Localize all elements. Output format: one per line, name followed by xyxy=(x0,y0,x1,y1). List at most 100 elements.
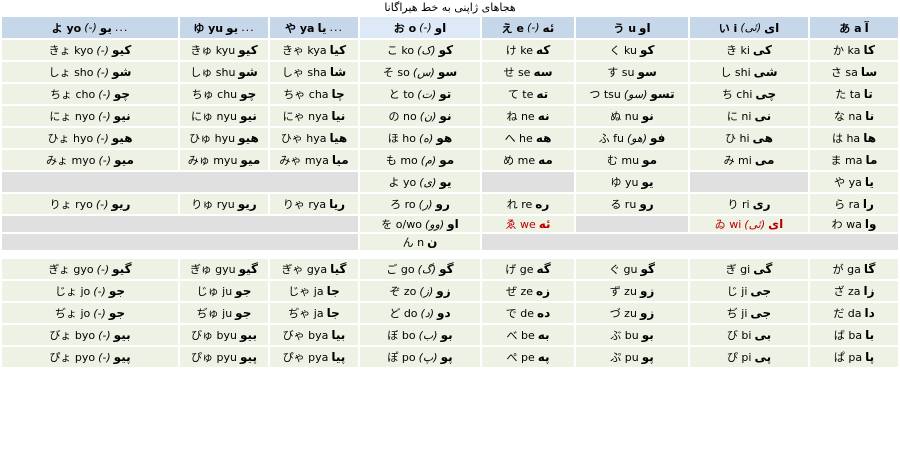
variant-note: (-) xyxy=(95,197,109,211)
cell-hya: ひゃ hya هیا xyxy=(270,128,358,148)
kana-romaji: ぴ pi xyxy=(726,351,752,364)
persian-transliteration: چو xyxy=(240,87,257,101)
table-row: りょ ryo (-) ریو りゅ ryu ریو りゃ rya ریا ろ ro (ر) رو れ… xyxy=(2,194,898,214)
persian-transliteration: یو xyxy=(226,20,239,35)
kana-romaji: ろ ro xyxy=(390,198,416,211)
kana-romaji: にょ nyo xyxy=(49,110,96,123)
persian-transliteration: کیو xyxy=(238,43,258,57)
persian-transliteration: بو xyxy=(641,328,654,342)
persian-transliteration: بی xyxy=(754,328,772,342)
persian-transliteration: هه xyxy=(535,131,552,145)
table-row: ひょ hyo (-) هیو ひゅ hyu هیو ひゃ hya هیا ほ ho (ه) هو へ… xyxy=(2,128,898,148)
variant-note: (-) xyxy=(98,350,111,364)
cell-sa: さ sa سا xyxy=(810,62,898,82)
cell-ni: に ni نی xyxy=(690,106,808,126)
kana-romaji: ぴゅ pyu xyxy=(191,351,238,364)
cell-de: で de ده xyxy=(482,303,574,323)
kana-romaji: う u xyxy=(613,21,637,35)
persian-transliteration: دا xyxy=(864,306,875,320)
cell-ro: ろ ro (ر) رو xyxy=(360,194,480,214)
variant-note: (-) xyxy=(96,131,109,145)
kana-romaji: し shi xyxy=(720,66,751,79)
persian-transliteration: پیو xyxy=(113,350,131,364)
table-row: きょ kyo (-) کیو きゅ kyu کیو きゃ kya کیا こ ko (ک) کو け… xyxy=(2,40,898,60)
kana-romaji: さ sa xyxy=(830,66,858,79)
cell-do: ど do (د) دو xyxy=(360,303,480,323)
kana-romaji: く ku xyxy=(609,44,637,57)
kana-romaji: りゃ rya xyxy=(282,198,327,211)
kana-romaji: ひゃ hya xyxy=(280,132,327,145)
column-header-u: う u او xyxy=(576,17,688,38)
kana-romaji: つ tsu xyxy=(589,88,621,101)
cell-ba: ば ba با xyxy=(810,325,898,345)
persian-transliteration: را xyxy=(862,197,874,211)
persian-transliteration: زو xyxy=(436,284,451,298)
persian-transliteration: کی xyxy=(752,43,773,57)
persian-transliteration: مه xyxy=(538,153,553,167)
column-header-o: お o (-) او xyxy=(360,17,480,38)
kana-romaji: ぜ ze xyxy=(505,285,534,298)
kana-romaji: や ya xyxy=(834,176,862,189)
variant-note: (ک) xyxy=(417,43,436,57)
table-row: ぢょ jo (-) جو ぢゅ ju جو ぢゃ ja جا ど do (د) دو で de ده づ… xyxy=(2,303,898,323)
persian-transliteration: او xyxy=(447,217,459,231)
variant-note: (س) xyxy=(412,65,435,79)
kana-romaji: びょ byo xyxy=(49,329,96,342)
persian-transliteration: کا xyxy=(863,43,875,57)
cell-he: へ he هه xyxy=(482,128,574,148)
persian-transliteration: بو xyxy=(440,328,453,342)
cell-nu: ぬ nu نو xyxy=(576,106,688,126)
persian-transliteration: سو xyxy=(437,65,458,79)
persian-transliteration: به xyxy=(537,328,550,342)
kana-romaji: びゃ bya xyxy=(282,329,329,342)
persian-transliteration: می xyxy=(754,153,775,167)
syllable-table: ぎょ gyo (-) گیو ぎゅ gyu گیو ぎゃ gya گیا ご go (گ) گو げ… xyxy=(0,257,900,369)
persian-transliteration: یا xyxy=(864,175,874,189)
kana-romaji: え e xyxy=(501,21,524,35)
cell-gyu: ぎゅ gyu گیو xyxy=(180,259,268,279)
persian-transliteration: شی xyxy=(753,65,778,79)
persian-transliteration: مو xyxy=(642,153,658,167)
cell-ho: ほ ho (ه) هو xyxy=(360,128,480,148)
cell-bi: び bi بی xyxy=(690,325,808,345)
cell-cha: ちゃ cha چا xyxy=(270,84,358,104)
persian-transliteration: گو xyxy=(640,262,655,276)
persian-transliteration: جو xyxy=(108,284,126,298)
persian-transliteration: با xyxy=(865,328,875,342)
cell-da: だ da دا xyxy=(810,303,898,323)
persian-transliteration: ای xyxy=(768,217,784,231)
cell-ryu: りゅ ryu ریو xyxy=(180,194,268,214)
table-row: びょ byo (-) بیو びゅ byu بیو びゃ bya بیا ぼ bo (ب) بو べ… xyxy=(2,325,898,345)
cell-yo: よ yo (ی) یو xyxy=(360,172,480,192)
cell-bo: ぼ bo (ب) بو xyxy=(360,325,480,345)
cell-ki: き ki کی xyxy=(690,40,808,60)
persian-transliteration: نه xyxy=(537,109,550,123)
cell-myo: みょ myo (-) میو xyxy=(2,150,178,170)
persian-transliteration: نو xyxy=(641,109,654,123)
kana-romaji: び bi xyxy=(726,329,752,342)
kana-romaji: ぽ po xyxy=(387,351,416,364)
persian-transliteration: گیو xyxy=(238,262,259,276)
persian-transliteration: او xyxy=(434,20,447,35)
cell-ze: ぜ ze زه xyxy=(482,281,574,301)
table-row: ぎょ gyo (-) گیو ぎゅ gyu گیو ぎゃ gya گیا ご go (گ) گو げ… xyxy=(2,259,898,279)
persian-transliteration: زا xyxy=(863,284,875,298)
cell-byu: びゅ byu بیو xyxy=(180,325,268,345)
cell-ko: こ ko (ک) کو xyxy=(360,40,480,60)
variant-note: (-) xyxy=(98,87,111,101)
variant-note: (ر) xyxy=(418,197,433,211)
kana-romaji: に ni xyxy=(726,110,752,123)
persian-transliteration: نی xyxy=(754,109,772,123)
persian-transliteration: پی xyxy=(754,350,772,364)
persian-transliteration: گو xyxy=(439,262,454,276)
persian-transliteration: کو xyxy=(639,43,655,57)
variant-note: (-) xyxy=(84,21,97,34)
kana-romaji: ど do xyxy=(389,307,418,320)
table-row: しょ sho (-) شو しゅ shu شو しゃ sha شا そ so (س) سو せ se… xyxy=(2,62,898,82)
persian-transliteration: نو xyxy=(439,109,452,123)
cell-nyu: にゅ nyu نیو xyxy=(180,106,268,126)
kana-romaji: じょ jo xyxy=(54,285,91,298)
kana-romaji: い i xyxy=(718,21,738,35)
persian-transliteration: ته xyxy=(536,87,549,101)
